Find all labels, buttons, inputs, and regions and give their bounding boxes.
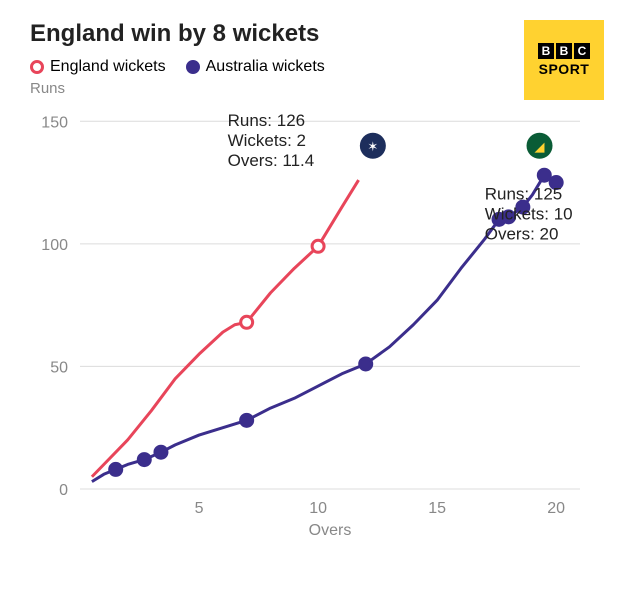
chart-title: England win by 8 wickets bbox=[30, 20, 604, 48]
svg-text:Runs: 126: Runs: 126 bbox=[228, 111, 306, 130]
logo-letter: B bbox=[556, 43, 572, 59]
legend-item-england: England wickets bbox=[30, 58, 166, 76]
svg-text:50: 50 bbox=[50, 359, 68, 376]
chart-area: 0501001505101520Overs✶Runs: 126Wickets: … bbox=[30, 99, 590, 539]
svg-text:100: 100 bbox=[41, 237, 68, 254]
logo-sport-word: SPORT bbox=[539, 61, 590, 77]
svg-text:20: 20 bbox=[547, 500, 565, 517]
logo-letter: B bbox=[538, 43, 554, 59]
svg-text:10: 10 bbox=[309, 500, 327, 517]
svg-text:Overs: 11.4: Overs: 11.4 bbox=[228, 151, 315, 170]
bbc-sport-logo: B B C SPORT bbox=[524, 20, 604, 100]
svg-text:◢: ◢ bbox=[535, 139, 545, 154]
svg-text:Wickets: 10: Wickets: 10 bbox=[485, 205, 573, 224]
bbc-blocks: B B C bbox=[538, 43, 590, 59]
svg-text:Wickets: 2: Wickets: 2 bbox=[228, 131, 306, 150]
chart-svg: 0501001505101520Overs✶Runs: 126Wickets: … bbox=[30, 99, 590, 539]
legend-marker-australia bbox=[186, 60, 200, 74]
legend-label: Australia wickets bbox=[206, 58, 325, 76]
svg-text:15: 15 bbox=[428, 500, 446, 517]
y-axis-label: Runs bbox=[30, 80, 604, 97]
svg-text:Overs: 20: Overs: 20 bbox=[485, 225, 559, 244]
svg-text:5: 5 bbox=[195, 500, 204, 517]
svg-text:0: 0 bbox=[59, 482, 68, 499]
legend-label: England wickets bbox=[50, 58, 166, 76]
logo-letter: C bbox=[574, 43, 590, 59]
legend-marker-england bbox=[30, 60, 44, 74]
svg-text:150: 150 bbox=[41, 114, 68, 131]
svg-text:Runs: 125: Runs: 125 bbox=[485, 185, 563, 204]
chart-container: B B C SPORT England win by 8 wickets Eng… bbox=[0, 0, 624, 600]
svg-text:✶: ✶ bbox=[367, 139, 378, 154]
svg-text:Overs: Overs bbox=[309, 522, 352, 539]
legend-item-australia: Australia wickets bbox=[186, 58, 325, 76]
legend: England wickets Australia wickets bbox=[30, 58, 604, 76]
